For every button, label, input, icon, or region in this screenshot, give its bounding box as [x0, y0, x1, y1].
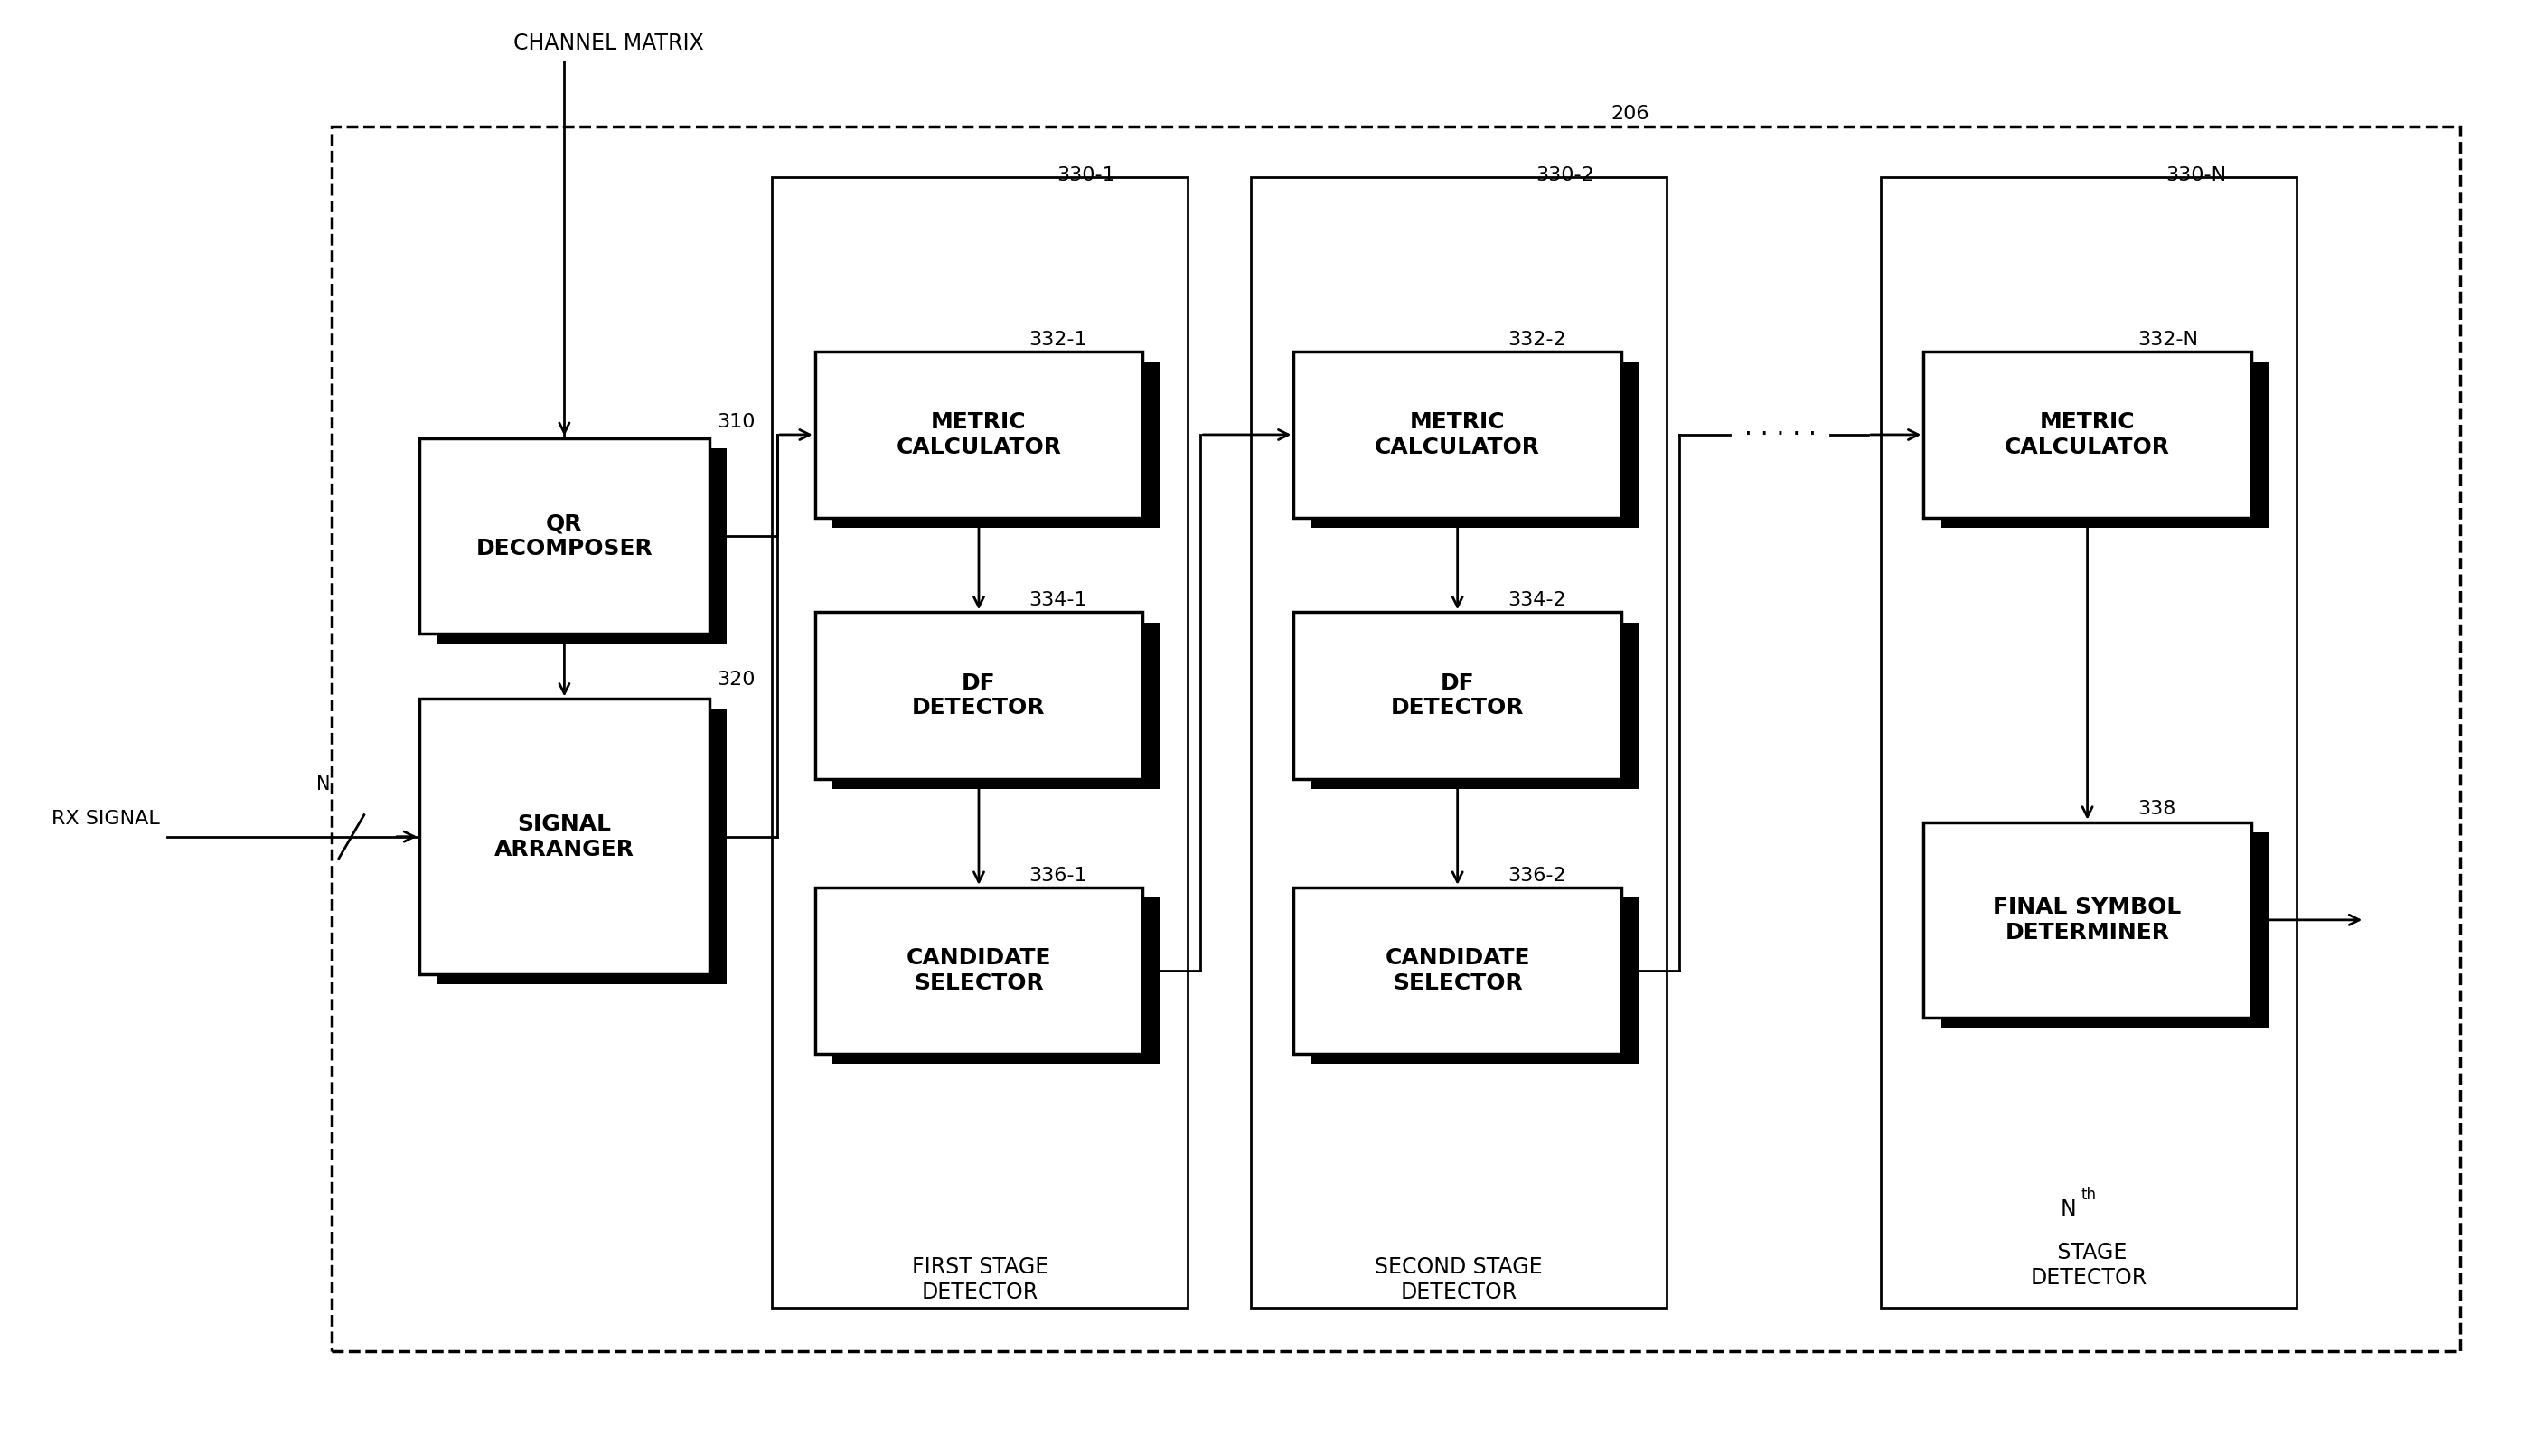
- Text: SECOND STAGE
DETECTOR: SECOND STAGE DETECTOR: [1375, 1257, 1541, 1303]
- Text: N: N: [2060, 1198, 2077, 1220]
- Text: FIRST STAGE
DETECTOR: FIRST STAGE DETECTOR: [912, 1257, 1049, 1303]
- Text: RX SIGNAL: RX SIGNAL: [51, 810, 159, 828]
- Bar: [437, 709, 728, 984]
- Bar: [834, 361, 1160, 529]
- Text: 332-1: 332-1: [1028, 331, 1087, 348]
- Bar: [1294, 887, 1622, 1054]
- Bar: [1941, 833, 2269, 1028]
- Text: 334-2: 334-2: [1509, 591, 1567, 609]
- Text: 330-2: 330-2: [1536, 167, 1595, 185]
- Text: 310: 310: [718, 414, 756, 431]
- Bar: [773, 178, 1188, 1307]
- Text: 332-N: 332-N: [2138, 331, 2198, 348]
- Text: CANDIDATE
SELECTOR: CANDIDATE SELECTOR: [907, 948, 1051, 994]
- Bar: [1251, 178, 1668, 1307]
- Text: 338: 338: [2138, 799, 2176, 818]
- Bar: [419, 699, 710, 974]
- Text: SIGNAL
ARRANGER: SIGNAL ARRANGER: [495, 814, 634, 860]
- Text: DF
DETECTOR: DF DETECTOR: [912, 673, 1046, 719]
- Text: STAGE
DETECTOR: STAGE DETECTOR: [2029, 1242, 2148, 1289]
- Text: 330-N: 330-N: [2166, 167, 2226, 185]
- Text: 320: 320: [718, 671, 756, 689]
- Text: CANDIDATE
SELECTOR: CANDIDATE SELECTOR: [1385, 948, 1529, 994]
- Text: 334-1: 334-1: [1028, 591, 1087, 609]
- Bar: [331, 127, 2461, 1351]
- Bar: [816, 612, 1142, 779]
- Text: N: N: [316, 775, 331, 794]
- Bar: [419, 438, 710, 633]
- Bar: [816, 887, 1142, 1054]
- Text: th: th: [2082, 1187, 2097, 1203]
- Text: 332-2: 332-2: [1509, 331, 1567, 348]
- Text: METRIC
CALCULATOR: METRIC CALCULATOR: [1375, 411, 1539, 459]
- Bar: [1312, 622, 1640, 789]
- Bar: [1294, 612, 1622, 779]
- Bar: [1312, 361, 1640, 529]
- Text: 330-1: 330-1: [1056, 167, 1114, 185]
- Text: DF
DETECTOR: DF DETECTOR: [1390, 673, 1524, 719]
- Text: 336-2: 336-2: [1509, 866, 1567, 884]
- Bar: [1312, 897, 1640, 1064]
- Text: 336-1: 336-1: [1028, 866, 1087, 884]
- Text: QR
DECOMPOSER: QR DECOMPOSER: [475, 513, 652, 559]
- Bar: [834, 897, 1160, 1064]
- Bar: [1294, 351, 1622, 518]
- Bar: [834, 622, 1160, 789]
- Bar: [816, 351, 1142, 518]
- Bar: [1880, 178, 2297, 1307]
- Text: . . . . .: . . . . .: [1744, 415, 1817, 440]
- Text: 206: 206: [1612, 105, 1650, 122]
- Bar: [437, 448, 728, 644]
- Bar: [1941, 361, 2269, 529]
- Text: METRIC
CALCULATOR: METRIC CALCULATOR: [897, 411, 1061, 459]
- Bar: [1923, 823, 2252, 1018]
- Bar: [1923, 351, 2252, 518]
- Text: FINAL SYMBOL
DETERMINER: FINAL SYMBOL DETERMINER: [1994, 897, 2181, 943]
- Text: METRIC
CALCULATOR: METRIC CALCULATOR: [2004, 411, 2171, 459]
- Text: CHANNEL MATRIX: CHANNEL MATRIX: [513, 33, 703, 54]
